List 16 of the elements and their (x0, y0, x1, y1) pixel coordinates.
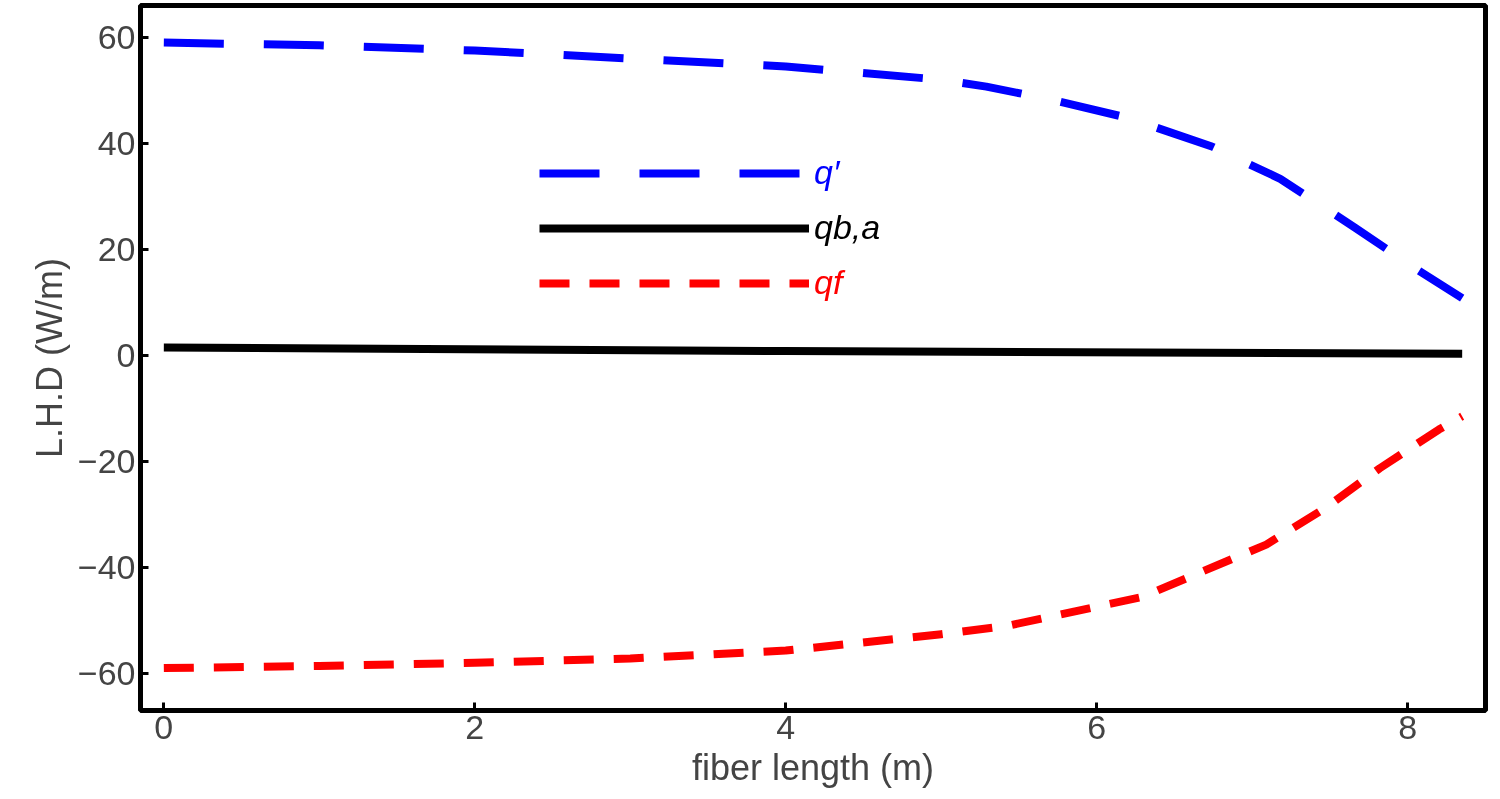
x-tick-label: 2 (465, 707, 485, 746)
text: q′ (814, 153, 840, 192)
text: qb,a (814, 208, 881, 247)
x-tick-label: 8 (1398, 707, 1418, 746)
x-tick-label: 6 (1087, 707, 1107, 746)
y-axis-title: L.H.D (W/m) (28, 258, 70, 458)
x-tick-label: 0 (154, 707, 174, 746)
y-tick-label: 60 (97, 17, 136, 56)
x-axis-title: fiber length (m) (691, 746, 935, 788)
y-tick-label: 0 (116, 335, 136, 374)
y-tick-label: −20 (77, 441, 136, 480)
y-tick-label: 40 (97, 123, 136, 162)
x-tick-label: 4 (776, 707, 796, 746)
y-tick-label: 20 (97, 229, 136, 268)
y-tick-label: −40 (77, 547, 136, 586)
y-tick-label: −60 (77, 653, 136, 692)
